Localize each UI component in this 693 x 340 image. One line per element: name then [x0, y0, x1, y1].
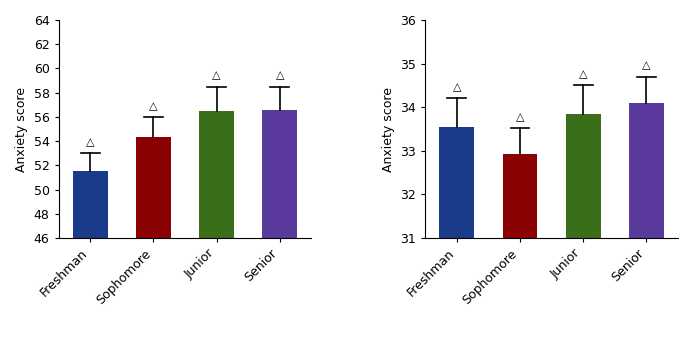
Bar — [439, 127, 474, 238]
Bar — [629, 103, 664, 238]
Bar — [136, 137, 170, 238]
Bar — [73, 171, 107, 238]
Text: △: △ — [642, 61, 651, 71]
Text: △: △ — [516, 112, 524, 122]
Y-axis label: Anxiety score: Anxiety score — [15, 86, 28, 171]
Text: △: △ — [149, 101, 157, 111]
Bar — [263, 109, 297, 238]
Text: △: △ — [453, 82, 461, 92]
Bar — [502, 154, 537, 238]
Bar — [565, 114, 601, 238]
Bar — [199, 111, 234, 238]
Text: △: △ — [212, 70, 221, 81]
Text: △: △ — [276, 70, 284, 81]
Text: △: △ — [579, 69, 588, 79]
Y-axis label: Anxiety score: Anxiety score — [382, 86, 395, 171]
Text: △: △ — [86, 137, 94, 147]
